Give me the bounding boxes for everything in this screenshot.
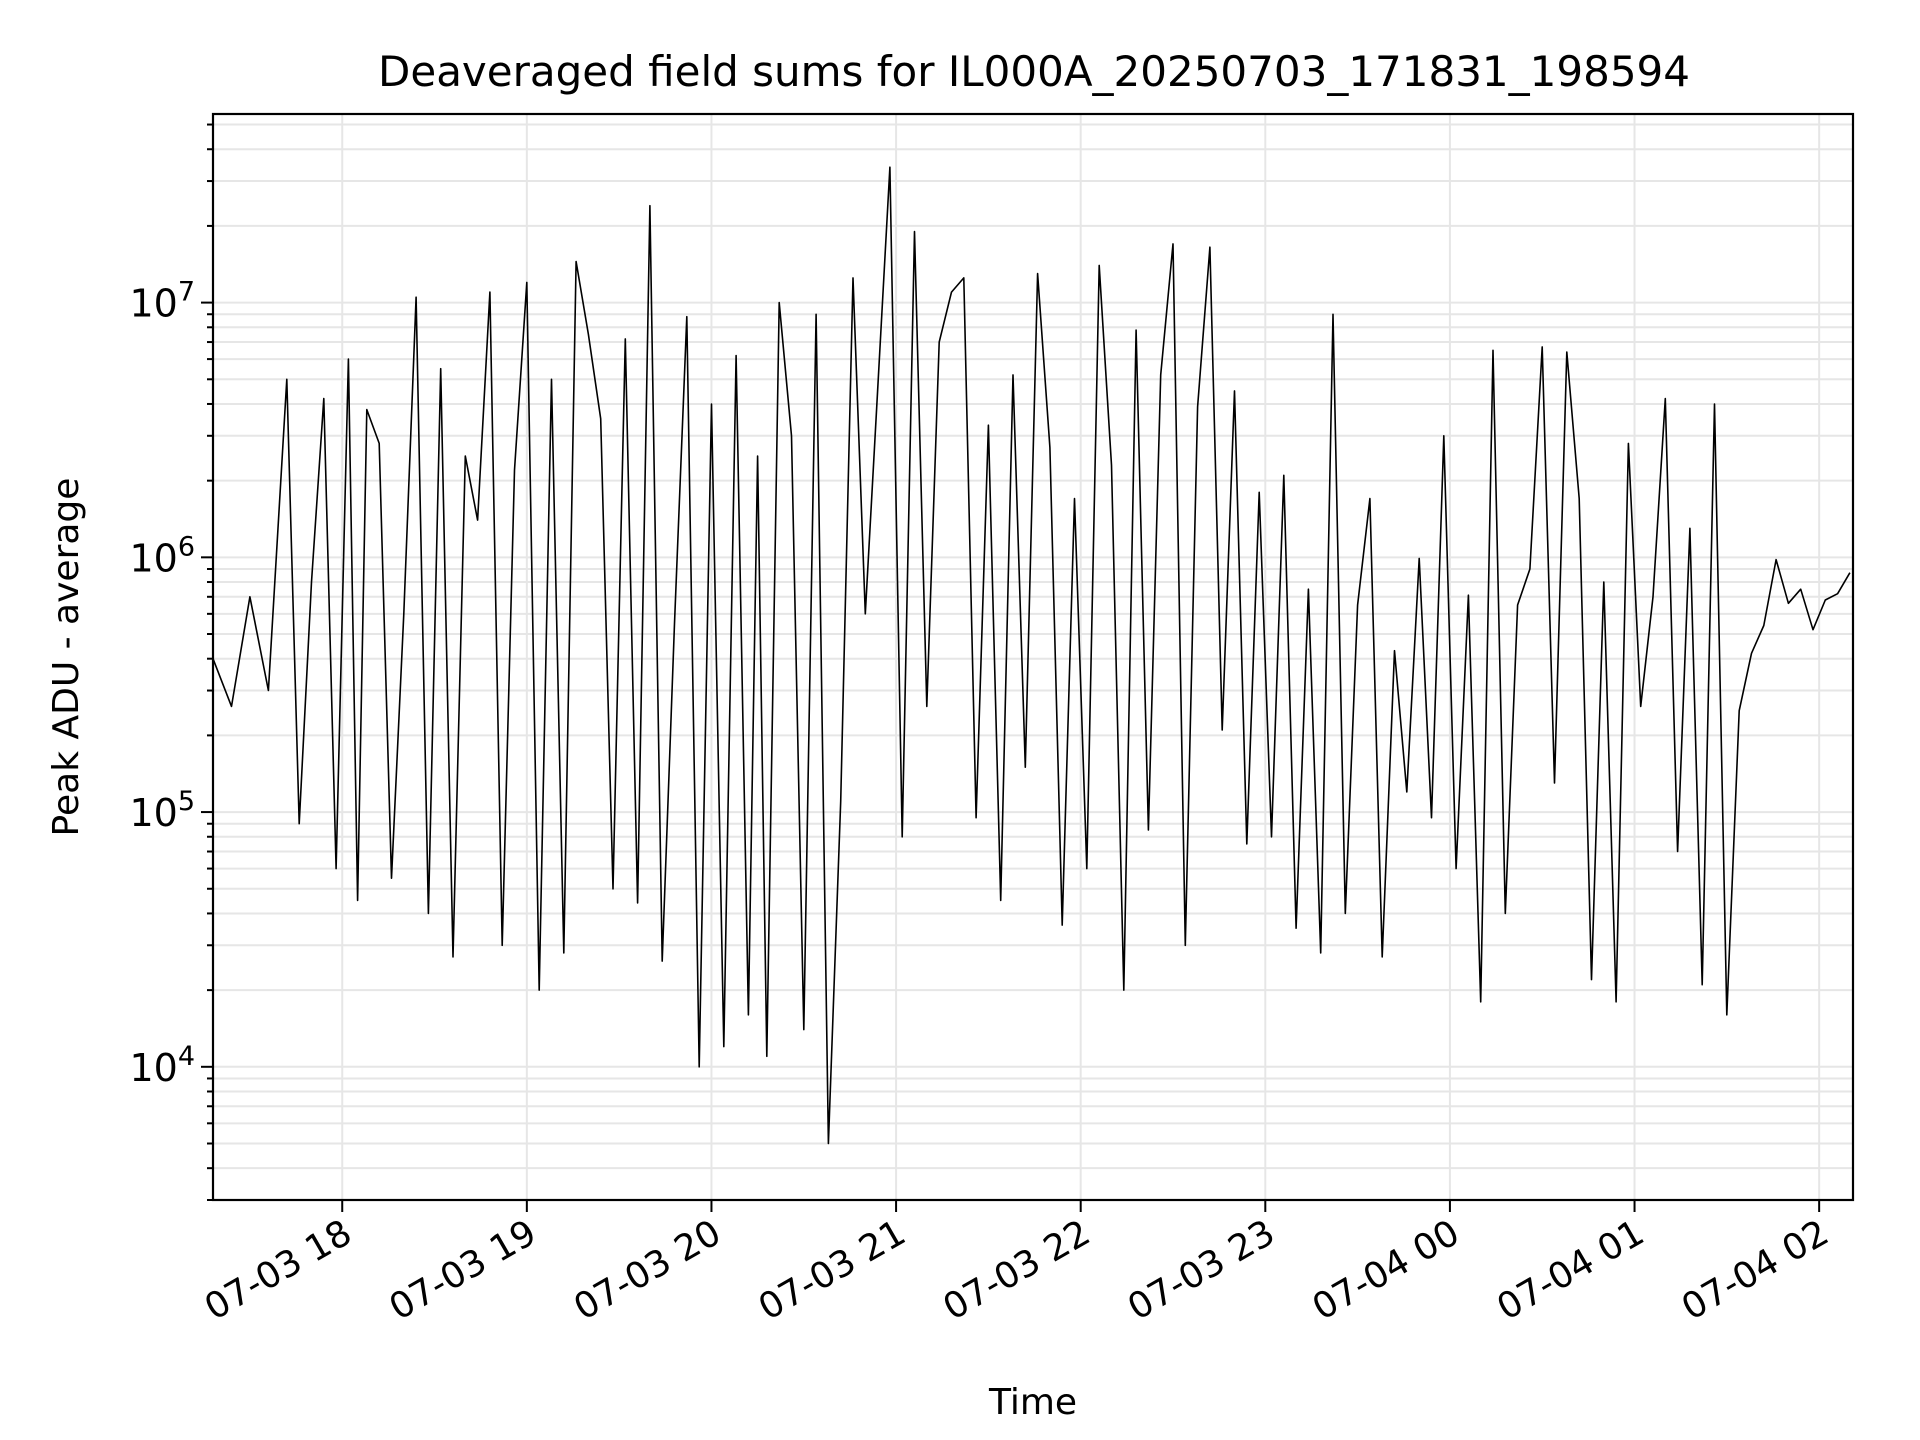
plot-area [212,166,1851,1145]
y-tick-label-1: 105 [129,786,195,835]
y-tick-label-3: 107 [129,277,195,326]
series-line [212,166,1851,1145]
y-tick-label-0: 104 [129,1041,195,1090]
y-tick-label-2: 106 [129,531,195,580]
plot-frame [211,112,1855,1202]
x-axis-label: Time [988,1382,1077,1423]
chart-title: Deaveraged field sums for IL000A_2025070… [378,47,1690,96]
y-axis-label: Peak ADU - average [46,478,87,837]
y-axis: 104 105 106 107 [129,123,213,1201]
